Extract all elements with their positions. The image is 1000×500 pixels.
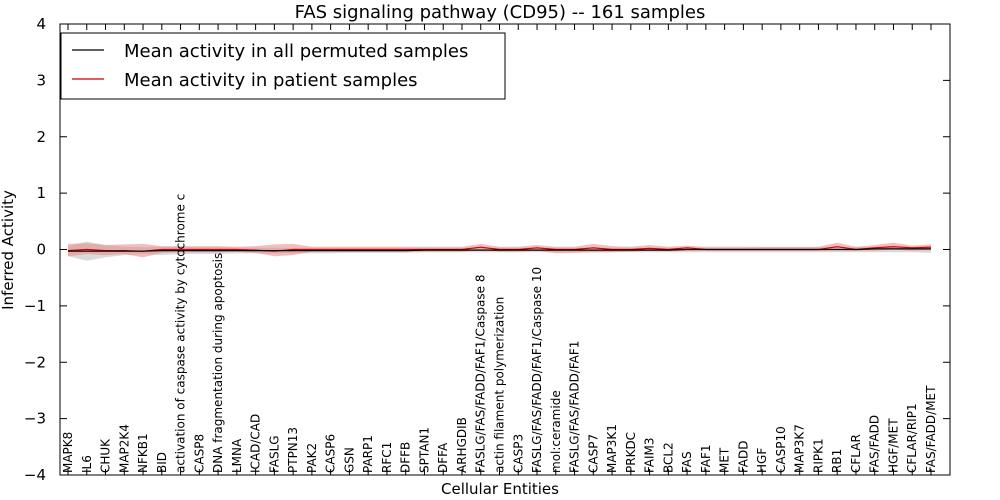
x-tick-label: CHUK — [99, 438, 113, 473]
y-tick-label: −2 — [24, 353, 46, 371]
x-tick-label: FASLG/FAS/FADD/FAF1/Caspase 10 — [530, 267, 544, 473]
x-tick-label: FAIM3 — [643, 437, 657, 473]
x-tick-label: RIPK1 — [811, 438, 825, 473]
x-axis-ticks: MAPK8 IL6 CHUK MAP2K4 NFKB1 BID activation of … — [61, 24, 938, 475]
x-tick-label: NFKB1 — [136, 433, 150, 473]
x-tick-label: CFLAR/RIP1 — [905, 403, 919, 473]
x-axis-label: Cellular Entities — [441, 480, 559, 498]
x-tick-label: CASP6 — [324, 434, 338, 473]
x-tick-label: RFC1 — [380, 442, 394, 473]
x-tick-label: DFFA — [436, 442, 450, 473]
x-tick-label: BID — [155, 452, 169, 473]
legend-label-permuted: Mean activity in all permuted samples — [124, 41, 468, 62]
x-tick-label: CASP10 — [774, 426, 788, 473]
series-lines — [67, 246, 932, 252]
x-tick-label: PARP1 — [361, 435, 375, 473]
legend-label-patient: Mean activity in patient samples — [124, 70, 418, 91]
x-tick-label: actin filament polymerization — [493, 297, 507, 473]
x-tick-label: FAS/FADD — [868, 415, 882, 473]
x-tick-label: CFLAR — [849, 434, 863, 473]
x-tick-label: FAS — [680, 451, 694, 473]
x-tick-label: PTPN13 — [286, 427, 300, 473]
x-tick-label: DNA fragmentation during apoptosis — [211, 253, 225, 473]
x-tick-label: MAP2K4 — [117, 424, 131, 473]
x-tick-label: PRKDC — [624, 432, 638, 473]
x-tick-label: CASP8 — [192, 434, 206, 473]
x-tick-label: MAPK8 — [61, 432, 75, 473]
x-tick-label: GSN — [342, 447, 356, 473]
x-tick-label: LMNA — [230, 438, 244, 473]
x-tick-label: MAP3K1 — [605, 424, 619, 473]
y-tick-label: −4 — [24, 466, 46, 484]
y-tick-label: 0 — [36, 241, 46, 259]
legend: Mean activity in all permuted samples Me… — [60, 32, 506, 100]
x-tick-label: FASLG/FAS/FADD/FAF1 — [568, 341, 582, 473]
x-tick-label: HGF — [755, 448, 769, 473]
chart-title: FAS signaling pathway (CD95) -- 161 samp… — [295, 2, 706, 23]
x-tick-label: ICAD/CAD — [249, 414, 263, 473]
y-axis-label: Inferred Activity — [0, 190, 17, 310]
y-tick-label: −3 — [24, 410, 46, 428]
x-tick-label: IL6 — [80, 455, 94, 473]
y-tick-label: 1 — [36, 184, 46, 202]
x-tick-label: FADD — [736, 441, 750, 474]
x-tick-label: FAF1 — [699, 444, 713, 473]
series-line-permuted — [68, 248, 931, 252]
legend-box — [60, 32, 506, 100]
x-tick-label: MAP3K7 — [793, 424, 807, 473]
x-tick-label: ARHGDIB — [455, 417, 469, 473]
y-tick-label: 3 — [36, 71, 46, 89]
x-tick-label: SPTAN1 — [418, 427, 432, 473]
x-tick-label: CASP7 — [586, 434, 600, 473]
x-tick-label: MET — [718, 447, 732, 473]
x-tick-label: activation of caspase activity by cytoch… — [174, 194, 188, 473]
y-tick-label: 4 — [36, 15, 46, 33]
y-axis-ticks: −4 −3 −2 −1 0 1 2 3 4 — [24, 15, 950, 484]
x-tick-label: BCL2 — [661, 442, 675, 473]
x-tick-label: HGF/MET — [887, 418, 901, 473]
x-tick-label: CASP3 — [511, 434, 525, 473]
x-tick-label: FASLG — [267, 435, 281, 473]
x-tick-label: RB1 — [830, 449, 844, 473]
x-tick-label: FASLG/FAS/FADD/FAF1/Caspase 8 — [474, 275, 488, 474]
y-tick-label: −1 — [24, 297, 46, 315]
x-tick-label: FAS/FADD/MET — [924, 385, 938, 473]
y-tick-label: 2 — [36, 128, 46, 146]
x-tick-label: DFFB — [399, 442, 413, 473]
x-tick-label: PAK2 — [305, 443, 319, 473]
x-tick-label: mol:ceramide — [549, 390, 563, 473]
